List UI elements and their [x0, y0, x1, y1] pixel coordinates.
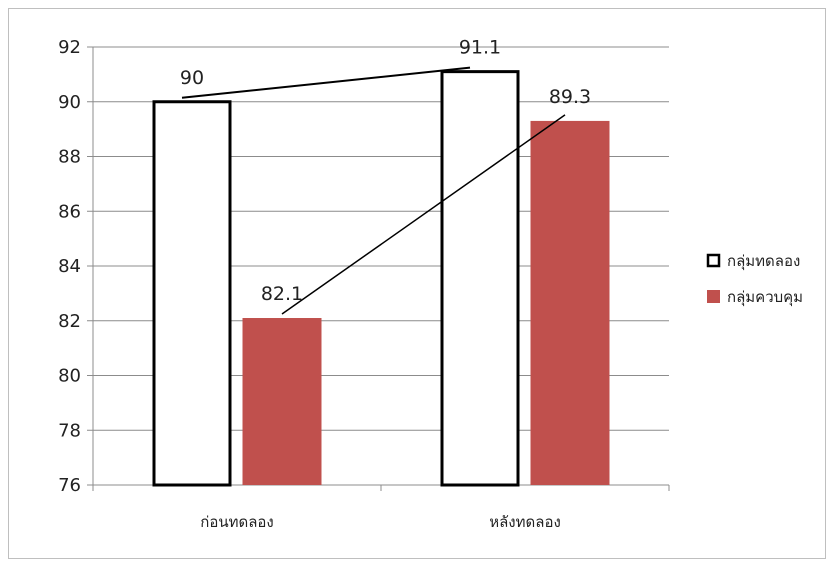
x-category-label: หลังทดลอง: [489, 513, 561, 531]
trend-line-control: [281, 114, 566, 315]
data-label: 90: [180, 67, 204, 89]
legend-swatch-experimental: [706, 253, 721, 268]
y-tick-label: 76: [58, 475, 81, 496]
y-tick-label: 90: [58, 92, 81, 113]
legend-label-experimental: กลุ่มทดลอง: [727, 252, 800, 271]
y-tick-label: 80: [58, 366, 81, 387]
x-category-label: ก่อนทดลอง: [200, 513, 274, 531]
y-tick-label: 92: [58, 37, 81, 58]
bar-control-1: [530, 120, 610, 485]
data-label: 91.1: [459, 37, 501, 59]
legend-swatch-control: [707, 290, 720, 303]
y-tick-label: 84: [58, 256, 81, 277]
legend-label-control: กลุ่มควบคุม: [727, 288, 803, 307]
data-label: 89.3: [549, 86, 591, 108]
chart-frame: 92 90 88 86 84 82 80 78 76 ก่อนทดลอง หลังทดลอง 90 91…: [8, 8, 826, 559]
bar-chart: 92 90 88 86 84 82 80 78 76 ก่อนทดลอง หลังทดลอง 90 91…: [58, 37, 803, 531]
data-label: 82.1: [261, 283, 303, 305]
y-tick-label: 88: [58, 147, 81, 168]
bar-experimental-1: [440, 70, 520, 487]
bar-experimental-0: [152, 100, 232, 487]
y-tick-label: 78: [58, 420, 81, 441]
y-tick-label: 82: [58, 311, 81, 332]
y-tick-label: 86: [58, 201, 81, 222]
bar-control-0: [242, 318, 322, 485]
trend-line-experimental: [181, 66, 471, 99]
